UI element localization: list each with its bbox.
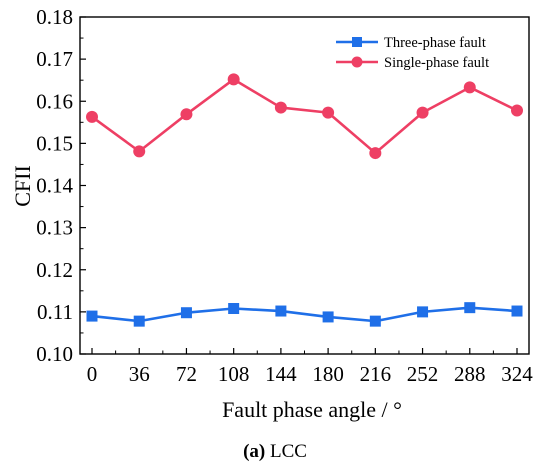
legend-marker-square — [352, 37, 362, 47]
x-axis-title: Fault phase angle / ° — [222, 397, 402, 422]
legend: Three-phase fault Single-phase fault — [336, 35, 489, 71]
legend-item: Three-phase fault — [336, 35, 486, 51]
figure-caption: (a) LCC — [0, 441, 550, 463]
data-point-square — [464, 302, 476, 314]
data-point-square — [133, 315, 145, 327]
data-point-circle — [369, 147, 382, 160]
caption-text: LCC — [265, 441, 307, 462]
y-tick-label: 0.10 — [36, 342, 73, 366]
x-tick-label: 144 — [265, 362, 297, 386]
data-point-circle — [416, 106, 429, 119]
data-point-circle — [227, 73, 240, 86]
data-point-square — [511, 305, 523, 317]
legend-label: Single-phase fault — [384, 55, 489, 71]
data-point-square — [369, 315, 381, 327]
data-point-square — [228, 303, 240, 315]
data-point-square — [86, 310, 98, 322]
y-tick-label: 0.11 — [37, 300, 73, 324]
data-point-circle — [86, 110, 98, 123]
x-tick-label: 108 — [218, 362, 250, 386]
y-axis-ticks: 0.10 0.11 0.12 0.13 0.14 0.15 0.16 0.17 0.18 — [36, 5, 86, 366]
x-tick-label: 36 — [129, 362, 150, 386]
data-point-square — [417, 306, 429, 318]
x-tick-label: 0 — [87, 362, 98, 386]
series-line — [91, 306, 518, 323]
data-point-circle — [133, 145, 146, 158]
legend-marker-circle — [351, 56, 363, 68]
y-axis-title: CFII — [10, 165, 35, 207]
line-chart: 0.10 0.11 0.12 0.13 0.14 0.15 0.16 0.17 0.18 0 36… — [10, 5, 533, 422]
legend-label: Three-phase fault — [384, 35, 486, 51]
x-tick-label: 288 — [454, 362, 486, 386]
x-axis-ticks: 0 36 72 108 144 180 216 252 288 324 — [87, 348, 533, 386]
data-point-circle — [463, 81, 476, 94]
y-tick-label: 0.16 — [36, 89, 73, 113]
data-point-square — [180, 307, 192, 319]
data-point-circle — [274, 101, 287, 114]
x-tick-label: 252 — [407, 362, 439, 386]
x-tick-label: 180 — [312, 362, 344, 386]
legend-item: Single-phase fault — [336, 55, 489, 71]
data-point-circle — [511, 104, 523, 117]
x-tick-label: 72 — [176, 362, 197, 386]
data-point-square — [322, 311, 334, 323]
y-tick-label: 0.13 — [36, 216, 73, 240]
series-line — [91, 78, 518, 155]
y-tick-label: 0.14 — [36, 174, 73, 198]
data-point-circle — [322, 106, 335, 119]
series-2 — [86, 73, 523, 160]
series-1 — [86, 302, 523, 327]
y-tick-label: 0.15 — [36, 131, 73, 155]
data-point-circle — [180, 108, 193, 121]
y-tick-label: 0.17 — [36, 47, 73, 71]
caption-label: (a) — [243, 441, 266, 462]
series-layer — [86, 73, 523, 327]
data-point-square — [275, 305, 287, 317]
y-tick-label: 0.12 — [36, 258, 73, 282]
x-tick-label: 324 — [501, 362, 533, 386]
x-tick-label: 216 — [360, 362, 392, 386]
y-tick-label: 0.18 — [36, 5, 73, 29]
